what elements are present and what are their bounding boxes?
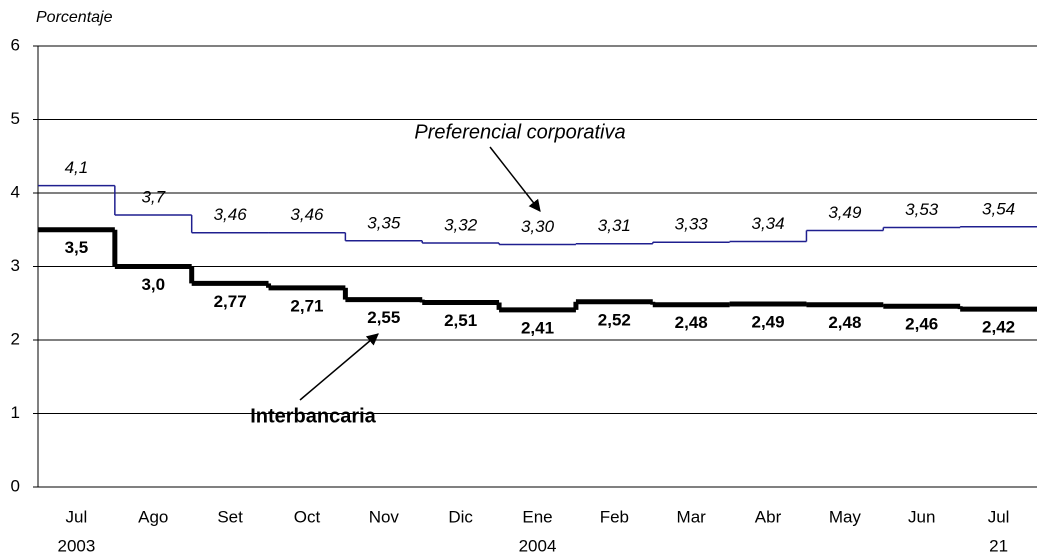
data-label: 2,48 bbox=[675, 313, 708, 332]
data-label: 2,42 bbox=[982, 318, 1015, 337]
data-label: 3,33 bbox=[675, 215, 709, 234]
x-tick-sublabel: 2003 bbox=[58, 536, 96, 555]
y-tick-label: 4 bbox=[11, 182, 20, 201]
x-tick-label: Nov bbox=[369, 507, 400, 526]
data-label: 3,0 bbox=[141, 275, 165, 294]
annotation-arrow bbox=[489, 146, 541, 212]
series-annotation: Interbancaria bbox=[250, 405, 376, 427]
data-label: 2,77 bbox=[214, 292, 247, 311]
annotation-arrow bbox=[299, 333, 379, 401]
data-label: 2,71 bbox=[290, 296, 323, 315]
y-tick-label: 1 bbox=[11, 403, 20, 422]
y-axis-label: Porcentaje bbox=[36, 9, 113, 26]
data-label: 2,46 bbox=[905, 315, 938, 334]
data-label: 3,35 bbox=[367, 213, 401, 232]
data-label: 3,46 bbox=[290, 205, 324, 224]
x-tick-label: Jun bbox=[908, 507, 935, 526]
data-label: 3,49 bbox=[828, 203, 862, 222]
data-label: 2,49 bbox=[751, 312, 784, 331]
x-tick-label: Dic bbox=[448, 507, 473, 526]
series-annotation: Preferencial corporativa bbox=[414, 121, 625, 143]
data-label: 2,41 bbox=[521, 318, 554, 337]
x-tick-label: Oct bbox=[294, 507, 321, 526]
data-label: 3,46 bbox=[214, 205, 248, 224]
x-tick-label: Set bbox=[217, 507, 243, 526]
x-tick-label: Mar bbox=[677, 507, 707, 526]
y-tick-label: 6 bbox=[11, 35, 20, 54]
x-tick-label: Jul bbox=[66, 507, 88, 526]
data-label: 3,5 bbox=[65, 238, 89, 257]
data-label: 2,52 bbox=[598, 310, 631, 329]
x-tick-label: Abr bbox=[755, 507, 782, 526]
data-label: 3,30 bbox=[521, 217, 555, 236]
x-tick-label: Jul bbox=[988, 507, 1010, 526]
data-label: 2,55 bbox=[367, 308, 400, 327]
y-tick-label: 3 bbox=[11, 256, 20, 275]
data-label: 3,7 bbox=[141, 188, 165, 207]
x-tick-label: Feb bbox=[600, 507, 629, 526]
y-tick-label: 5 bbox=[11, 109, 20, 128]
data-label: 4,1 bbox=[65, 158, 89, 177]
data-label: 2,48 bbox=[828, 313, 861, 332]
data-label: 3,34 bbox=[751, 214, 784, 233]
data-label: 3,53 bbox=[905, 200, 939, 219]
x-tick-sublabel: 2004 bbox=[519, 536, 557, 555]
data-label: 3,54 bbox=[982, 199, 1015, 218]
x-tick-label: May bbox=[829, 507, 862, 526]
y-tick-label: 2 bbox=[11, 329, 20, 348]
data-label: 2,51 bbox=[444, 311, 477, 330]
x-tick-label: Ago bbox=[138, 507, 168, 526]
x-tick-sublabel: 21 bbox=[989, 536, 1008, 555]
y-tick-label: 0 bbox=[11, 476, 20, 495]
data-label: 3,32 bbox=[444, 215, 478, 234]
x-tick-label: Ene bbox=[522, 507, 552, 526]
data-label: 3,31 bbox=[598, 216, 631, 235]
